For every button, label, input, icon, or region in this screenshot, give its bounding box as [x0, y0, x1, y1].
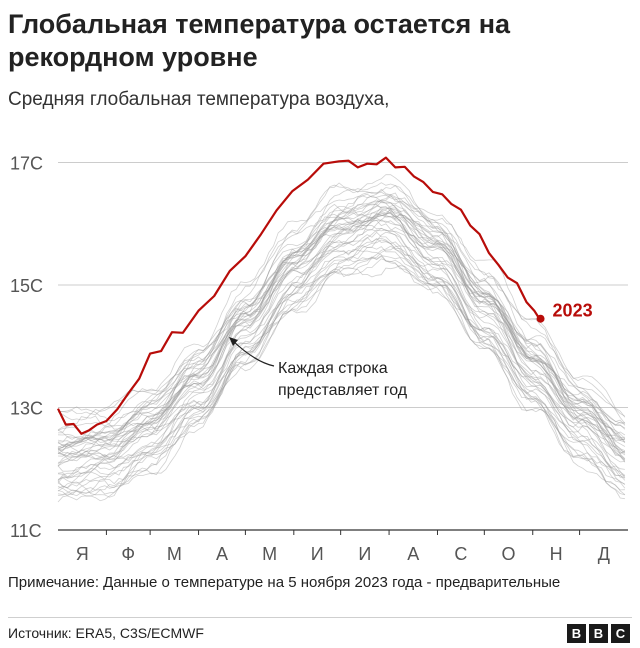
- x-tick-label: М: [262, 544, 277, 564]
- temperature-chart: 2023 Каждая строка представляет год 11С1…: [10, 154, 628, 565]
- year-line: [57, 249, 625, 492]
- x-tick-label: А: [216, 544, 228, 564]
- year-line: [57, 206, 626, 455]
- x-tick-label: Н: [550, 544, 563, 564]
- x-tick-label: Я: [76, 544, 89, 564]
- y-tick-label: 15С: [10, 276, 43, 296]
- x-tick-label: С: [454, 544, 467, 564]
- year-line: [57, 201, 626, 459]
- year-line: [57, 219, 625, 481]
- year-line: [57, 245, 626, 501]
- source-credit: Источник: ERA5, C3S/ECMWF: [8, 625, 204, 641]
- year-line: [57, 245, 626, 481]
- year-line: [57, 237, 626, 479]
- x-tick-label: Ф: [121, 544, 135, 564]
- year-line: [57, 229, 626, 488]
- footnote: Примечание: Данные о температуре на 5 но…: [8, 574, 561, 591]
- chart-subtitle: Средняя глобальная температура воздуха,: [8, 89, 390, 110]
- year-line: [57, 214, 626, 463]
- bbc-logo: B B C: [567, 624, 630, 643]
- year-line: [57, 200, 626, 450]
- historical-year-lines: [57, 174, 626, 503]
- y-tick-label: 11С: [10, 521, 42, 541]
- year-line: [57, 231, 625, 478]
- footer-divider: [8, 617, 632, 618]
- year-line: [57, 205, 626, 456]
- year-line: [57, 255, 626, 496]
- annotation-line-2: представляет год: [278, 382, 408, 399]
- year-line: [57, 258, 625, 500]
- year-line: [57, 204, 625, 455]
- y-tick-label: 17С: [10, 154, 43, 174]
- year-line: [57, 194, 626, 449]
- x-tick-label: И: [358, 544, 371, 564]
- year-line: [57, 209, 626, 454]
- year-line: [57, 212, 626, 457]
- year-line: [57, 231, 626, 497]
- year-line: [57, 219, 626, 479]
- x-tick-label: А: [407, 544, 419, 564]
- annotation-layer: Каждая строка представляет год: [229, 337, 408, 399]
- year-line: [57, 199, 626, 451]
- highlight-end-point: [536, 314, 545, 323]
- annotation-arrow-head: [229, 337, 238, 346]
- year-line: [57, 217, 626, 455]
- year-line: [57, 195, 626, 443]
- x-tick-label: М: [167, 544, 182, 564]
- bbc-logo-letter: C: [611, 624, 630, 643]
- year-line: [57, 239, 626, 496]
- year-line: [57, 206, 626, 441]
- chart-title: Глобальная температура остается на рекор…: [8, 9, 511, 72]
- year-line: [57, 174, 626, 421]
- year-line: [57, 214, 625, 467]
- year-line: [57, 191, 625, 452]
- highlight-year-line: [57, 156, 542, 435]
- year-line: [57, 255, 626, 503]
- year-line: [57, 203, 625, 455]
- year-line: [57, 245, 625, 502]
- year-line: [57, 225, 626, 465]
- highlight-layer: 2023: [57, 156, 593, 435]
- year-line: [57, 217, 626, 454]
- x-tick-label: И: [311, 544, 324, 564]
- highlight-year-label: 2023: [553, 301, 593, 321]
- tick-labels: 11С 13С 15С 17С Я Ф М А М И И А С О Н Д: [10, 154, 610, 565]
- grid-layer: [58, 162, 628, 535]
- year-line: [57, 193, 625, 425]
- year-line: [58, 182, 626, 424]
- year-line: [57, 265, 626, 498]
- year-line: [57, 212, 626, 459]
- annotation-arrow: [231, 339, 275, 367]
- year-line: [57, 185, 626, 431]
- year-line: [57, 195, 626, 436]
- y-tick-label: 13С: [10, 399, 43, 419]
- year-line: [57, 211, 626, 478]
- year-line: [57, 188, 626, 449]
- year-line: [57, 236, 626, 481]
- year-line: [57, 214, 626, 460]
- x-tick-label: О: [502, 544, 516, 564]
- annotation-line-1: Каждая строка: [278, 360, 388, 377]
- bbc-logo-letter: B: [589, 624, 608, 643]
- year-line: [57, 208, 626, 457]
- x-tick-label: Д: [598, 544, 610, 564]
- bbc-logo-letter: B: [567, 624, 586, 643]
